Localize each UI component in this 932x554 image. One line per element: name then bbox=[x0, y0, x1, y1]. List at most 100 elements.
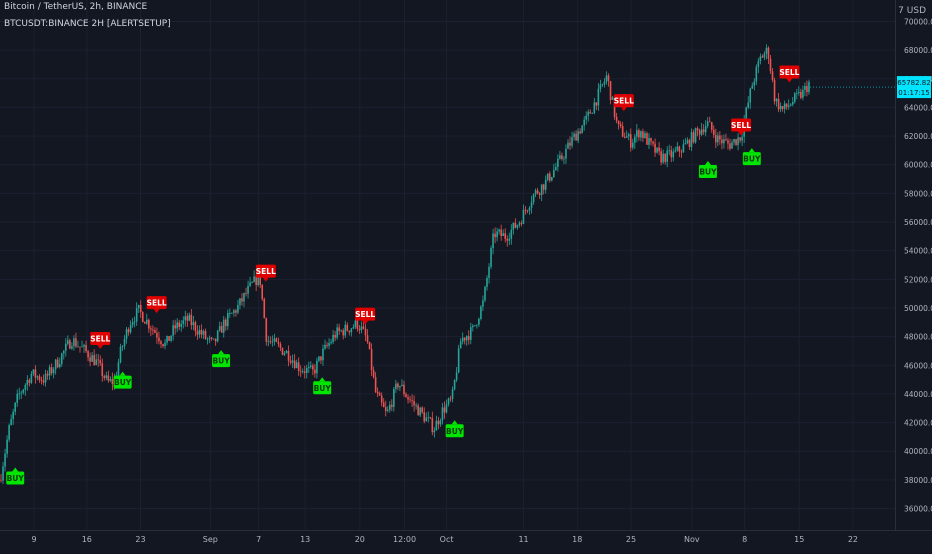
candle-body bbox=[206, 338, 209, 340]
candle-body bbox=[328, 343, 330, 346]
candle-body bbox=[777, 98, 780, 110]
candle-body bbox=[368, 341, 371, 349]
candle-body bbox=[437, 420, 440, 425]
candle-body bbox=[212, 338, 215, 340]
y-tick-label: 40000.00 bbox=[904, 447, 932, 456]
svg-text:BUY: BUY bbox=[699, 168, 717, 177]
candle-body bbox=[478, 318, 480, 325]
candle-body bbox=[785, 103, 788, 107]
candle-body bbox=[148, 319, 150, 329]
candle-body bbox=[767, 47, 770, 59]
candle-body bbox=[514, 222, 517, 228]
candle-body bbox=[180, 323, 183, 327]
candle-body bbox=[10, 418, 12, 426]
candle-body bbox=[710, 122, 713, 130]
candle-body bbox=[376, 391, 379, 394]
candle-body bbox=[706, 121, 709, 127]
candle-body bbox=[184, 316, 187, 321]
candle-body bbox=[469, 327, 472, 340]
sell-signal: SELL bbox=[90, 331, 110, 349]
candle-body bbox=[569, 142, 571, 146]
candle-body bbox=[791, 101, 794, 105]
candle-body bbox=[56, 359, 59, 368]
candle-body bbox=[393, 388, 395, 407]
candle-body bbox=[660, 151, 662, 163]
svg-text:SELL: SELL bbox=[256, 267, 276, 276]
candle-body bbox=[336, 327, 338, 338]
candle-body bbox=[291, 360, 294, 363]
candle-body bbox=[399, 385, 401, 388]
candle-body bbox=[160, 341, 162, 345]
candle-body bbox=[73, 338, 75, 347]
candle-body bbox=[316, 360, 318, 374]
candle-body bbox=[607, 75, 610, 82]
candle-body bbox=[457, 348, 460, 373]
candle-body bbox=[222, 319, 225, 333]
candle-body bbox=[158, 337, 160, 342]
candle-body bbox=[297, 362, 300, 371]
indicator-label[interactable]: BTCUSDT:BINANCE 2H [ALERTSETUP] bbox=[4, 19, 171, 29]
candle-body bbox=[312, 365, 314, 370]
candle-body bbox=[421, 407, 423, 413]
candle-body bbox=[619, 124, 622, 127]
sell-signal: SELL bbox=[779, 65, 800, 83]
candle-body bbox=[631, 142, 634, 148]
x-tick-label: 22 bbox=[848, 535, 858, 544]
candle-body bbox=[26, 379, 29, 386]
candle-body bbox=[0, 479, 2, 481]
candle-body bbox=[617, 120, 620, 125]
sell-signal: SELL bbox=[256, 264, 276, 282]
candle-body bbox=[119, 346, 122, 363]
candle-body bbox=[123, 338, 126, 347]
buy-signal: BUY bbox=[445, 420, 464, 438]
candle-body bbox=[281, 347, 284, 355]
candle-body bbox=[510, 229, 513, 239]
candle-body bbox=[346, 324, 349, 331]
candle-body bbox=[449, 398, 452, 400]
candle-body bbox=[227, 313, 229, 327]
candle-body bbox=[50, 367, 53, 374]
candle-body bbox=[391, 404, 393, 407]
candle-body bbox=[634, 136, 636, 143]
candle-body bbox=[261, 284, 264, 299]
candle-body bbox=[133, 321, 136, 323]
candle-body bbox=[54, 359, 57, 370]
candle-body bbox=[725, 139, 727, 141]
candle-body bbox=[342, 330, 345, 336]
candle-body bbox=[81, 346, 83, 348]
candle-body bbox=[524, 209, 527, 211]
candle-body bbox=[668, 150, 671, 152]
currency-icon: 7 bbox=[898, 6, 907, 16]
candle-body bbox=[443, 407, 446, 413]
candle-body bbox=[540, 184, 543, 195]
y-tick-label: 42000.00 bbox=[904, 419, 932, 428]
candle-body bbox=[496, 231, 498, 238]
candle-body bbox=[627, 134, 630, 137]
candle-body bbox=[459, 341, 462, 349]
candle-body bbox=[269, 340, 272, 342]
candle-body bbox=[301, 371, 304, 373]
candle-body bbox=[198, 329, 201, 335]
candle-body bbox=[425, 417, 428, 422]
candle-body bbox=[60, 353, 63, 364]
candle-body bbox=[417, 405, 419, 416]
candle-body bbox=[502, 233, 504, 236]
candle-body bbox=[139, 304, 142, 313]
y-tick-label: 50000.00 bbox=[904, 304, 932, 313]
candle-body bbox=[178, 322, 181, 327]
candle-body bbox=[708, 121, 711, 123]
candle-body bbox=[755, 66, 758, 82]
candle-body bbox=[672, 151, 675, 158]
candle-body bbox=[413, 400, 415, 406]
candle-body bbox=[42, 380, 45, 383]
candle-body bbox=[571, 137, 573, 146]
candle-body bbox=[621, 126, 624, 137]
candle-body bbox=[8, 425, 10, 440]
currency-label: 7 USD bbox=[898, 6, 926, 16]
candle-body bbox=[320, 356, 322, 361]
candle-body bbox=[366, 335, 369, 342]
x-tick-label: 25 bbox=[626, 535, 636, 544]
candle-body bbox=[18, 393, 21, 395]
